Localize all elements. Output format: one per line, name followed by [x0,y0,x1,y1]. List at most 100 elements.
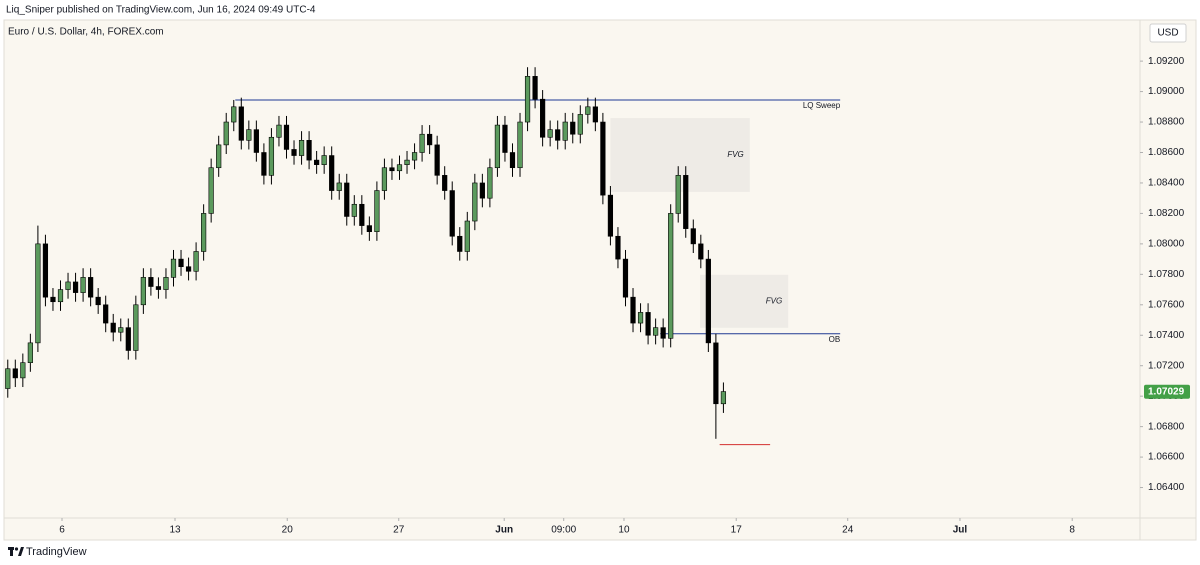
candle-body [487,167,493,199]
hline-label: OB [829,335,841,344]
candle-body [329,155,335,191]
candle-body [427,133,433,146]
candle-body [140,277,146,306]
candle-body [592,106,598,123]
candle-body [366,225,372,232]
logo [8,547,24,556]
candle-body [359,203,365,226]
candle-body [540,98,546,138]
candle-body [411,152,418,161]
x-tick-label: 09:00 [551,525,576,536]
candle-body [351,203,357,217]
candle-body [216,144,222,169]
x-tick-label: Jun [495,525,513,536]
candle-body [50,296,56,303]
candle-body [5,368,11,389]
candle-body [125,327,131,351]
candle-body [630,296,636,324]
candle-body [524,76,531,123]
y-tick-label: 1.07200 [1148,360,1185,371]
candle-body [57,289,64,303]
candle-body [600,121,606,196]
candle-body [434,144,440,176]
candle-body [494,124,501,169]
candle-body [65,281,71,290]
y-tick-label: 1.08400 [1148,178,1185,189]
chart-title: Euro / U.S. Dollar, 4h, FOREX.com [8,27,164,38]
currency[interactable]: USD [1157,28,1178,39]
currency-box[interactable] [1149,23,1187,43]
candle-body [238,106,244,141]
candle-body [72,281,79,293]
candle-body [80,277,86,293]
candle-body [389,167,395,172]
candle-body [675,175,681,214]
candle-body [185,266,192,272]
candle-body [570,121,576,135]
y-tick-label: 1.08200 [1148,208,1185,219]
candle-body [20,362,26,379]
logo-part [10,547,13,556]
y-tick-label: 1.09200 [1148,56,1185,67]
y-tick-label: 1.07600 [1148,299,1185,310]
y-tick-label: 1.06400 [1148,482,1185,493]
candle-body [27,342,33,363]
candle-body [472,182,478,222]
candle-body [381,167,388,191]
candle-body [698,243,704,260]
logo-part [18,547,24,556]
hline-label: LQ Sweep [803,101,841,110]
candle-body [178,258,184,268]
candle-body [110,322,116,333]
y-tick-label: 1.06600 [1148,452,1185,463]
candle-body [396,164,403,172]
candle-body [133,304,139,351]
chart-bg [3,19,1197,541]
candle-body [532,76,538,100]
candle-body [720,391,727,405]
zone-label: FVG [727,150,743,159]
candle-body [449,190,455,237]
y-tick-label: 1.08000 [1148,239,1185,250]
x-tick-label: 27 [393,525,405,536]
x-tick-label: Jul [953,525,968,536]
candle-body [562,121,568,141]
candle-body [577,114,583,135]
candle-body [155,286,162,290]
candle-body [585,106,591,115]
candle-body [615,235,621,260]
candle-body [547,129,553,138]
candle-body [35,243,41,344]
candle-body [208,167,214,214]
x-tick-label: 10 [618,525,630,536]
candle-body [283,124,290,150]
candle-body [276,124,282,138]
candle-body [622,258,629,298]
candle-body [683,175,689,229]
candle-body [404,159,410,165]
candle-body [306,140,312,161]
y-tick-label: 1.07400 [1148,330,1185,341]
candle-body [653,327,659,336]
zone-label: FVG [766,296,782,305]
candle-body [253,129,259,153]
candle-body [163,277,169,290]
last-price-box [1144,384,1190,399]
candle-body [223,121,229,146]
candle-body [103,304,109,324]
candle-body [268,136,275,176]
candle-body [509,152,516,169]
candle-body [336,182,342,191]
candle-body [705,258,711,344]
candle-body [668,213,674,339]
candle-body [713,342,719,405]
logo-part [14,547,19,551]
candle-body [607,194,614,237]
candle-body [88,277,94,298]
y-tick-label: 1.06800 [1148,421,1185,432]
candle-body [298,140,305,156]
candle-body [374,190,380,232]
candle-body [344,182,350,217]
candle-body [419,133,425,153]
